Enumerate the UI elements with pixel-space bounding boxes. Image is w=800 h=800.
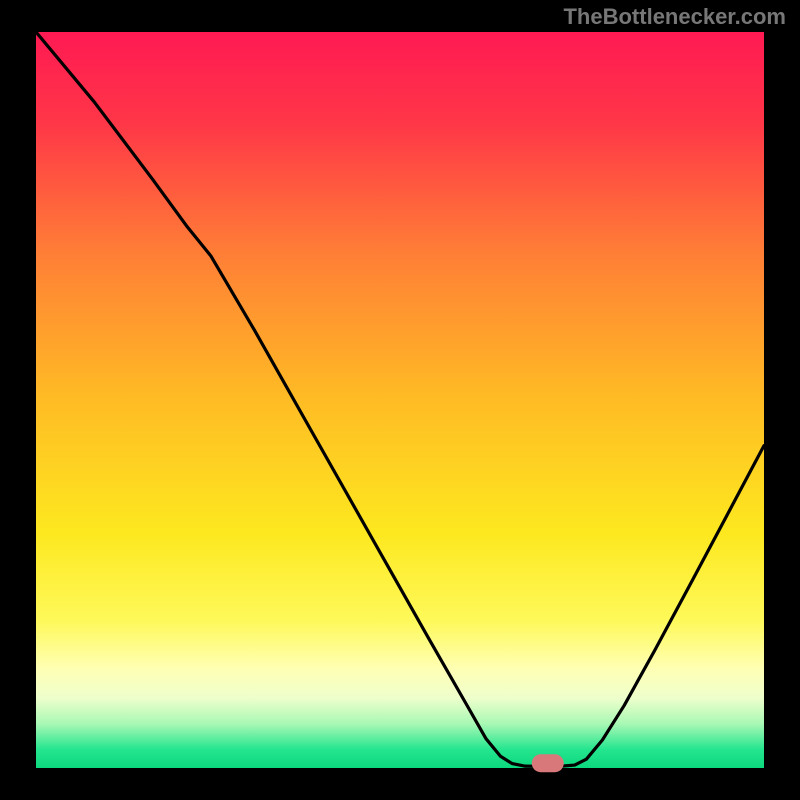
- gradient-background: [36, 32, 764, 768]
- optimal-marker: [532, 754, 564, 772]
- watermark-text: TheBottlenecker.com: [563, 4, 786, 30]
- chart-frame: TheBottlenecker.com: [0, 0, 800, 800]
- bottleneck-chart-svg: [0, 0, 800, 800]
